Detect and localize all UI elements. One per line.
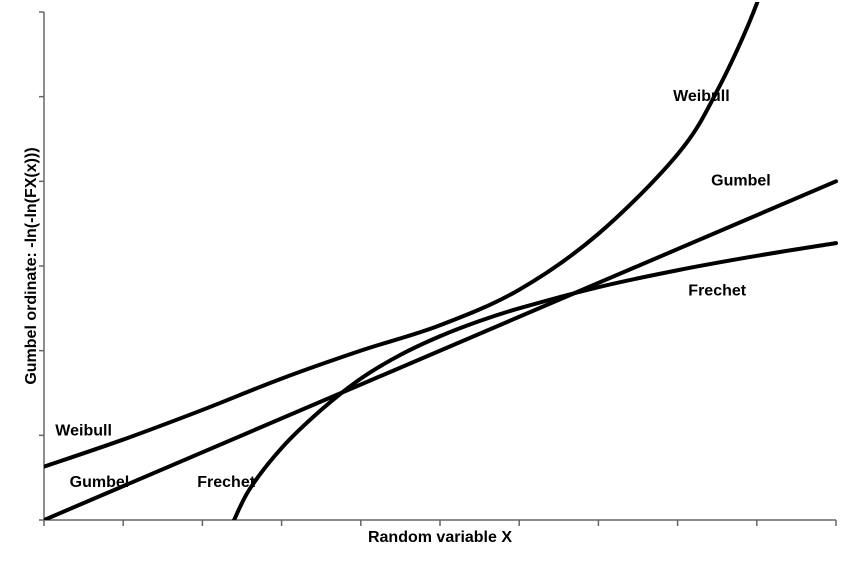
x-ticks <box>43 520 837 526</box>
frechet-label: Frechet <box>197 474 255 491</box>
y-ticks <box>39 11 44 521</box>
weibull-label: Weibull <box>55 422 112 439</box>
axes <box>39 11 837 526</box>
curve-labels: Weibull Gumbel Frechet Weibull Gumbel Frechet <box>55 88 770 491</box>
gumbel-curve <box>44 179 838 520</box>
weibull-label: Weibull <box>673 88 730 105</box>
gumbel-label: Gumbel <box>70 474 130 491</box>
gumbel-label: Gumbel <box>711 173 771 190</box>
frechet-label: Frechet <box>688 283 746 300</box>
curves <box>44 2 838 520</box>
weibull-curve <box>44 2 760 469</box>
y-axis-title: Gumbel ordinate: -ln(-ln(FX(x))) <box>23 147 40 384</box>
frechet-curve <box>232 241 838 520</box>
x-axis-title: Random variable X <box>368 529 512 546</box>
